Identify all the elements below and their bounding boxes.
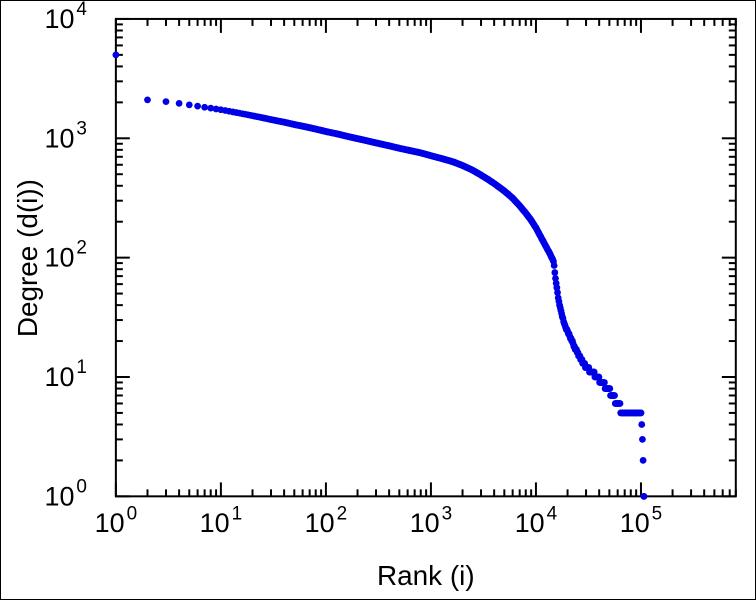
data-point xyxy=(207,104,215,112)
tick-label: 10 0 xyxy=(95,503,137,538)
data-point xyxy=(550,262,558,269)
data-point xyxy=(616,400,624,407)
data-point xyxy=(601,379,608,386)
data-point xyxy=(637,409,645,417)
data-point xyxy=(144,96,151,104)
tick-label: 10 0 xyxy=(45,476,87,511)
tick-label: 10 3 xyxy=(45,118,87,153)
y-axis-ticks xyxy=(115,17,736,498)
tick-label: 10 1 xyxy=(45,357,87,392)
tick-label: 10 4 xyxy=(515,503,557,538)
data-point xyxy=(595,373,603,381)
tick-label: 10 2 xyxy=(305,503,347,538)
tick-label: 10 5 xyxy=(620,503,662,538)
data-point xyxy=(611,392,618,399)
data-point xyxy=(112,51,120,59)
data-point xyxy=(551,269,559,276)
tick-label: 10 2 xyxy=(45,238,87,273)
data-point xyxy=(638,421,646,428)
tick-label: 10 3 xyxy=(410,503,452,538)
data-point xyxy=(554,289,561,296)
tick-label: 10 1 xyxy=(200,503,242,538)
data-point xyxy=(639,457,647,464)
data-point xyxy=(640,492,648,500)
tick-label: 10 4 xyxy=(45,1,87,34)
data-point xyxy=(201,103,209,111)
y-axis-title: Degree (d(i)) xyxy=(12,179,43,337)
data-points xyxy=(112,51,648,500)
data-point xyxy=(606,385,614,392)
x-axis-title: Rank (i) xyxy=(377,560,475,591)
data-point xyxy=(175,100,183,107)
data-point xyxy=(185,101,193,109)
data-point xyxy=(162,98,170,105)
x-tick-labels: 10 0 10 1 10 2 10 3 10 4 10 5 xyxy=(95,503,663,538)
data-point xyxy=(194,102,201,110)
x-axis-ticks xyxy=(114,18,737,497)
data-point xyxy=(639,436,646,443)
